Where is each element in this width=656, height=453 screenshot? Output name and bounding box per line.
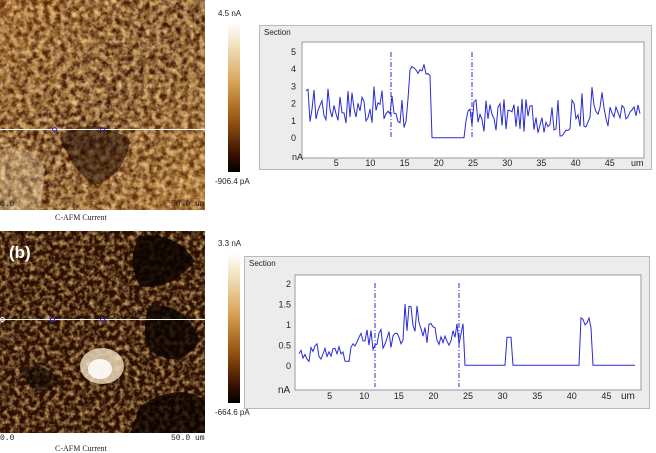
x-tick-label-a: 20: [434, 158, 444, 168]
x-tick-label-a: 30: [502, 158, 512, 168]
y-tick-label-b: 2: [286, 279, 291, 289]
x-tick-label-a: 45: [605, 158, 615, 168]
color-scale-bar-a: [228, 22, 240, 172]
x-tick-label-a: 40: [571, 158, 581, 168]
x-tick-label-b: 5: [327, 391, 332, 401]
x-tick-label-b: 20: [428, 391, 438, 401]
section-panel-b: Section 2 1.5 1 0.5 0 5 10 15 20 25 30 35 40 45 nA u…: [244, 256, 650, 409]
caption-b: C-AFM Current: [55, 444, 107, 453]
current-trace-a: [305, 64, 641, 139]
afm-image-b: [0, 231, 205, 433]
cursor-marker-a1[interactable]: [52, 127, 57, 132]
cursor-marker-b1[interactable]: [50, 317, 55, 322]
scale-max-label-a: 4.5 nA: [218, 9, 242, 18]
caption-a: C-AFM Current: [55, 213, 107, 222]
cursor-marker-b2[interactable]: [100, 317, 105, 322]
y-tick-label-a: 4: [291, 64, 296, 74]
x-tick-label-a: 35: [536, 158, 546, 168]
y-tick-label-a: 0: [291, 133, 296, 143]
x-end-label-b: 50.0 um: [171, 434, 205, 443]
x-tick-label-a: 10: [365, 158, 375, 168]
x-end-label-a: 50.0 um: [171, 200, 205, 209]
x-tick-label-b: 25: [463, 391, 473, 401]
x-unit-b: um: [621, 391, 635, 402]
y-unit-b: nA: [278, 385, 291, 396]
current-trace-b: [298, 303, 635, 366]
section-plot-b: 2 1.5 1 0.5 0 5 10 15 20 25 30 35 40 45 nA um: [278, 274, 642, 402]
scale-max-label-b: 3.3 nA: [218, 239, 242, 248]
afm-image-a: [0, 0, 205, 210]
y-tick-label-b: 0: [286, 361, 291, 371]
section-title-b: Section: [249, 259, 276, 268]
y-tick-label-a: 3: [291, 81, 296, 91]
y-tick-label-a: 5: [291, 47, 296, 57]
x-tick-label-b: 30: [498, 391, 508, 401]
panel-label-b: (b): [9, 243, 31, 262]
x-tick-label-a: 5: [334, 158, 339, 168]
color-scale-bar-b: [228, 253, 240, 403]
y-tick-label-b: 1: [286, 320, 291, 330]
x-start-label-b: 0.0: [0, 434, 15, 443]
y-tick-label-a: 1: [291, 116, 296, 126]
y-tick-label-b: 1.5: [278, 300, 291, 310]
x-tick-label-b: 15: [394, 391, 404, 401]
x-tick-label-b: 10: [359, 391, 369, 401]
x-tick-label-b: 45: [601, 391, 611, 401]
scale-min-label-b: -664.6 pA: [215, 408, 250, 417]
x-tick-label-a: 15: [400, 158, 410, 168]
x-tick-label-b: 40: [567, 391, 577, 401]
y-tick-label-b: 0.5: [278, 341, 291, 351]
cursor-marker-a2[interactable]: [100, 127, 105, 132]
y-tick-label-a: 2: [291, 99, 296, 109]
x-start-label-a: 0.0: [0, 200, 15, 209]
x-unit-a: um: [631, 158, 644, 168]
section-title-a: Section: [264, 28, 291, 37]
x-tick-label-a: 25: [468, 158, 478, 168]
cursor-endpoint-b[interactable]: [0, 317, 5, 322]
y-unit-a: nA: [292, 152, 303, 162]
x-tick-label-b: 35: [532, 391, 542, 401]
scale-min-label-a: -906.4 pA: [215, 177, 250, 186]
